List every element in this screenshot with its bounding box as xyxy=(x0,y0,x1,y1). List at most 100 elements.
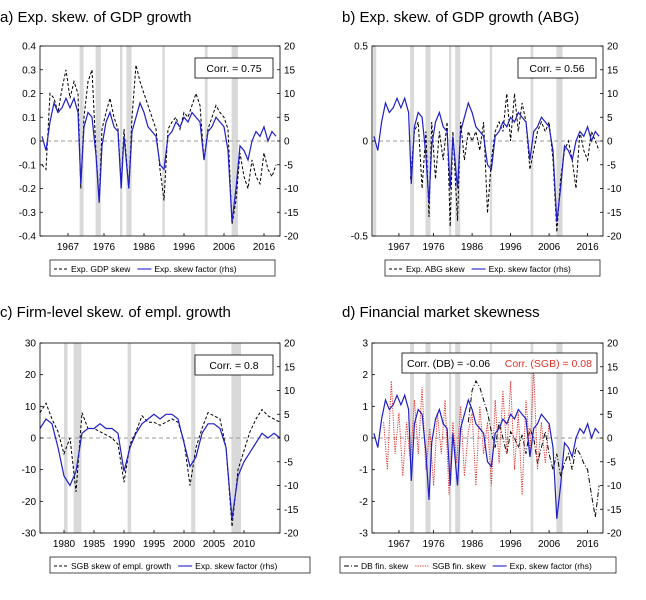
panel-title: a) Exp. skew. of GDP growth xyxy=(0,9,191,26)
y-tick-label-left: 20 xyxy=(25,370,37,381)
legend-label: SGB fin. skew xyxy=(432,561,486,571)
series-line xyxy=(39,402,281,527)
y-tick-label-left: 0 xyxy=(362,137,368,148)
x-tick-label: 1986 xyxy=(461,539,484,550)
series-line xyxy=(39,413,281,519)
y-tick-label-right: 10 xyxy=(607,89,619,100)
series-line xyxy=(373,96,600,222)
y-tick-label-left: -1 xyxy=(359,465,368,476)
y-tick-label-right: -10 xyxy=(284,481,299,492)
legend-box xyxy=(384,259,601,277)
y-tick-label-left: 2 xyxy=(362,370,368,381)
legend-label: SGB skew of empl. growth xyxy=(71,561,171,571)
series-line xyxy=(383,368,550,496)
y-tick-label-right: -15 xyxy=(607,505,622,516)
panel-title: b) Exp. skew. of GDP growth (ABG) xyxy=(342,9,579,26)
recession-band xyxy=(191,343,196,533)
recession-band xyxy=(410,46,414,236)
y-tick-label-right: 20 xyxy=(284,339,296,350)
corr-box xyxy=(194,354,274,376)
x-tick-label: 1980 xyxy=(53,539,76,550)
x-tick-label: 2005 xyxy=(203,539,226,550)
y-tick-label-left: -0.4 xyxy=(19,232,37,243)
series-line xyxy=(410,93,600,233)
x-tick-label: 2000 xyxy=(173,539,196,550)
recession-band xyxy=(556,343,563,533)
x-tick-label: 1967 xyxy=(57,242,80,253)
corr-label: Corr. = 0.75 xyxy=(206,63,261,75)
corr-label-db: Corr. (DB) = -0.06 xyxy=(407,358,490,370)
x-tick-label: 2006 xyxy=(538,242,561,253)
corr-label: Corr. = 0.8 xyxy=(209,360,258,372)
legend-box xyxy=(49,556,311,574)
panel-d: d) Financial market skewness3210-1-2-320… xyxy=(339,304,622,574)
legend-label: Exp. skew factor (rhs) xyxy=(195,561,277,571)
y-tick-label-right: 15 xyxy=(284,362,296,373)
x-tick-label: 1976 xyxy=(93,242,116,253)
y-tick-label-left: -0.5 xyxy=(351,232,369,243)
x-tick-label: 1985 xyxy=(83,539,106,550)
y-tick-label-left: 0 xyxy=(362,434,368,445)
y-tick-label-right: 5 xyxy=(607,113,613,124)
corr-box xyxy=(194,57,274,79)
x-tick-label: 2016 xyxy=(576,539,599,550)
y-tick-label-left: -10 xyxy=(22,465,37,476)
y-tick-label-left: 0.4 xyxy=(22,42,36,53)
legend-label: DB fin. skew xyxy=(361,561,409,571)
x-tick-label: 2006 xyxy=(213,242,236,253)
recession-band xyxy=(127,343,132,533)
y-tick-label-right: 5 xyxy=(607,410,613,421)
panel-a: a) Exp. skew. of GDP growth 0.4 0.3 0.2 0.1 0… xyxy=(0,9,299,277)
corr-label: Corr. = 0.56 xyxy=(529,63,584,75)
x-tick-label: 1995 xyxy=(143,539,166,550)
legend-label: Exp. GDP skew xyxy=(71,264,131,274)
x-tick-label: 1990 xyxy=(113,539,136,550)
panel-title: d) Financial market skewness xyxy=(342,304,540,321)
recession-band xyxy=(556,46,563,236)
x-tick-label: 2016 xyxy=(253,242,276,253)
x-tick-label: 1967 xyxy=(388,539,411,550)
y-tick-label-right: -15 xyxy=(607,208,622,219)
y-tick-label-right: 0 xyxy=(607,434,613,445)
panel-b: b) Exp. skew. of GDP growth (ABG) 0.5 0 -0.… xyxy=(342,9,622,277)
recession-band xyxy=(79,46,84,236)
y-tick-label-left: 10 xyxy=(25,402,37,413)
y-tick-label-left: 0.3 xyxy=(22,65,36,76)
y-tick-label-left: 0.2 xyxy=(22,89,36,100)
corr-box xyxy=(517,57,597,79)
y-tick-label-left: 3 xyxy=(362,339,368,350)
y-tick-label-left: -20 xyxy=(22,497,37,508)
legend-label: Exp. skew factor (rhs) xyxy=(489,264,571,274)
y-tick-label-left: -0.1 xyxy=(19,160,37,171)
x-tick-label: 1986 xyxy=(133,242,156,253)
recession-band xyxy=(120,46,123,236)
x-tick-label: 1996 xyxy=(499,242,522,253)
y-tick-label-right: -20 xyxy=(284,232,299,243)
legend-label: Exp. skew factor (rhs) xyxy=(154,264,236,274)
legend-label: Exp. skew factor (rhs) xyxy=(510,561,592,571)
y-tick-label-right: 20 xyxy=(607,339,619,350)
x-tick-label: 2016 xyxy=(576,242,599,253)
panel-c: c) Firm-level skew. of empl. growth 30 20 1… xyxy=(0,304,311,574)
y-tick-label-left: -2 xyxy=(359,497,368,508)
x-tick-label: 1976 xyxy=(422,539,445,550)
y-tick-label-left: 0 xyxy=(30,137,36,148)
legend-box xyxy=(339,556,617,574)
y-tick-label-right: -10 xyxy=(607,184,622,195)
y-tick-label-right: -20 xyxy=(607,529,622,540)
y-tick-label-right: 15 xyxy=(284,65,296,76)
y-tick-label-right: 0 xyxy=(607,137,613,148)
y-tick-label-right: 15 xyxy=(607,65,619,76)
x-tick-label: 1996 xyxy=(499,539,522,550)
y-tick-label-right: -5 xyxy=(607,160,616,171)
y-tick-label-right: -20 xyxy=(607,232,622,243)
y-tick-label-right: 15 xyxy=(607,362,619,373)
y-tick-label-right: -10 xyxy=(284,184,299,195)
y-tick-label-left: 30 xyxy=(25,339,37,350)
x-tick-label: 1996 xyxy=(173,242,196,253)
y-tick-label-right: -5 xyxy=(284,457,293,468)
corr-box xyxy=(401,352,598,374)
panel-title: c) Firm-level skew. of empl. growth xyxy=(0,304,231,321)
series-line xyxy=(373,393,600,519)
y-tick-label-right: -15 xyxy=(284,505,299,516)
